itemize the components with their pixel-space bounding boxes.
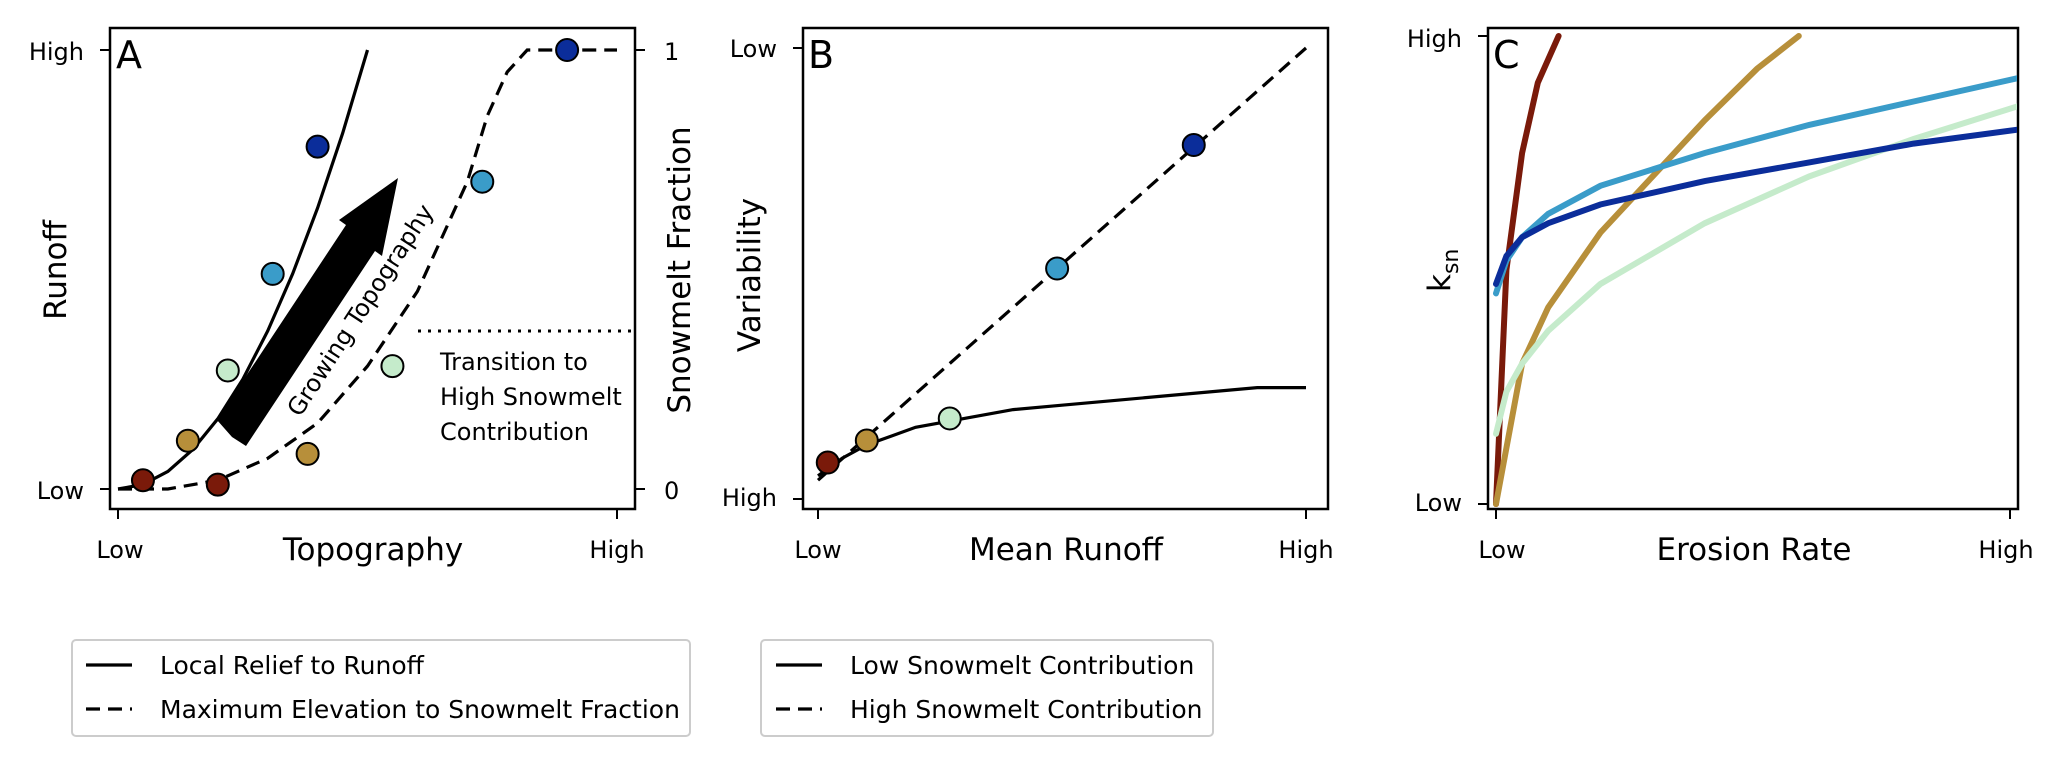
legend-a-item-2-label: Maximum Elevation to Snowmelt Fraction <box>160 695 680 724</box>
panel-a-frame <box>108 26 637 511</box>
a-annotation-line2: High Snowmelt <box>440 383 622 411</box>
c-ytick-low: Low <box>1415 489 1462 517</box>
b-xtick-high: High <box>1278 536 1333 564</box>
b-ylabel: Variability <box>732 198 768 352</box>
b-ytick-high: High <box>722 484 777 512</box>
a-series-1-point-1 <box>130 468 155 493</box>
a-series-1-point-4 <box>260 261 285 286</box>
c-ylabel-sub: sn <box>1439 249 1464 274</box>
a-xlabel: Topography <box>282 532 463 568</box>
a-y2tick-1: 1 <box>664 38 679 66</box>
c-ytick-high: High <box>1407 25 1462 53</box>
a-series-2-point-2 <box>295 441 320 466</box>
b-ytick-low: Low <box>730 35 777 63</box>
a-xtick-high: High <box>589 536 644 564</box>
a-series-2-point-1 <box>205 472 230 497</box>
a-series-2-point-3 <box>380 354 405 379</box>
a-series-1-point-2 <box>175 428 200 453</box>
a-series-line-1 <box>117 49 370 491</box>
c-xtick-high: High <box>1978 536 2033 564</box>
a-series-1-point-3 <box>215 358 240 383</box>
legend-b-box <box>760 639 1214 737</box>
legend-a-box <box>71 639 691 737</box>
a-annotation-line3: Contribution <box>440 418 589 446</box>
a-ytick-low: Low <box>37 477 84 505</box>
b-xlabel: Mean Runoff <box>969 532 1164 568</box>
panel-b-frame <box>801 26 1330 511</box>
panel-c-frame <box>1486 26 2020 511</box>
a-growth-arrow <box>217 178 398 446</box>
a-xtick-low: Low <box>96 536 143 564</box>
c-xtick-low: Low <box>1478 536 1525 564</box>
a-y2label: Snowmelt Fraction <box>662 126 698 413</box>
b-series-1-point-1 <box>815 450 840 475</box>
c-curve-navy <box>1493 126 2017 287</box>
b-series-line-1 <box>817 386 1306 478</box>
a-ylabel: Runoff <box>38 219 74 319</box>
c-ylabel-main: k <box>1422 274 1458 292</box>
a-ytick-high: High <box>29 38 84 66</box>
panel-b-label: B <box>808 33 834 77</box>
b-series-1-point-2 <box>854 428 879 453</box>
c-xlabel: Erosion Rate <box>1657 532 1852 568</box>
c-curve-sky <box>1493 75 2017 297</box>
a-annotation-line1: Transition to <box>439 348 588 376</box>
panel-c-label: C <box>1493 33 1520 77</box>
a-series-2-point-5 <box>555 38 580 62</box>
legend-b-item-1-label: Low Snowmelt Contribution <box>850 651 1194 680</box>
c-curve-gold <box>1493 33 1802 507</box>
legend-b-item-2-label: High Snowmelt Contribution <box>850 695 1203 724</box>
a-y2tick-0: 0 <box>664 477 679 505</box>
b-xtick-low: Low <box>794 536 841 564</box>
panel-a-label: A <box>116 33 142 77</box>
b-series-2-point-2 <box>1181 133 1206 158</box>
a-series-1-point-5 <box>305 134 330 159</box>
c-ylabel: ksn <box>1422 249 1464 292</box>
c-curve-red <box>1493 33 1562 507</box>
a-series-2-point-4 <box>470 169 495 194</box>
b-series-1-point-3 <box>937 406 962 431</box>
legend-a-item-1-label: Local Relief to Runoff <box>160 651 425 680</box>
b-series-2-point-1 <box>1045 256 1070 281</box>
